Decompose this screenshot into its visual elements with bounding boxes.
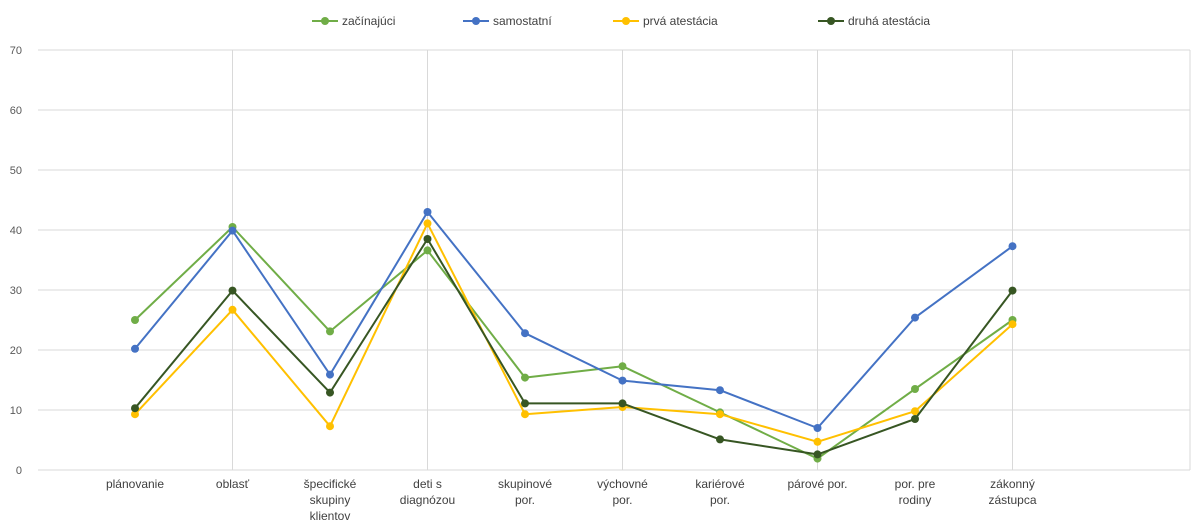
data-point [813, 437, 822, 446]
data-point [911, 385, 919, 393]
y-tick-label: 50 [10, 165, 22, 177]
data-point [228, 305, 237, 314]
data-point [618, 376, 627, 385]
data-point [1008, 242, 1017, 251]
data-point [326, 388, 334, 397]
data-point [716, 410, 724, 419]
data-point [131, 404, 139, 413]
legend-item: samostatní [463, 14, 552, 28]
data-point [813, 424, 822, 432]
data-point [326, 370, 334, 379]
data-point [326, 422, 334, 431]
y-tick-label: 70 [10, 45, 22, 57]
data-point [423, 219, 432, 228]
series-lines [131, 208, 1017, 463]
data-point [521, 329, 529, 338]
y-tick-label: 10 [10, 405, 22, 417]
legend: začínajúci samostatní prvá atestácia druhá … [312, 14, 930, 28]
series-line [134, 222, 1014, 443]
x-category-label: párové por. [787, 477, 847, 491]
x-category-label: por. pre rodiny [895, 477, 936, 507]
x-category-label: kariérové por. [695, 477, 745, 507]
series-4 [131, 235, 1017, 459]
y-tick-label: 60 [10, 105, 22, 117]
x-category-label: deti s diagnózou [400, 477, 455, 507]
data-point [131, 344, 139, 353]
legend-swatch-marker [622, 17, 630, 25]
series-line [134, 226, 1014, 460]
data-point [228, 286, 237, 295]
legend-swatch-marker [472, 17, 480, 25]
x-category-label: špecifické skupiny klientov [304, 477, 357, 523]
series-2 [131, 208, 1017, 432]
y-tick-label: 20 [10, 345, 22, 357]
legend-item: začínajúci [312, 14, 395, 28]
data-point [423, 208, 432, 216]
legend-label: druhá atestácia [848, 14, 930, 28]
legend-label: začínajúci [342, 14, 395, 28]
x-category-label: výchovné por. [597, 477, 648, 507]
data-point [131, 410, 139, 419]
data-point [423, 246, 432, 255]
data-point [618, 399, 627, 408]
data-point [911, 313, 919, 322]
y-tick-label: 0 [16, 465, 22, 477]
legend-item: druhá atestácia [818, 14, 930, 28]
legend-label: prvá atestácia [643, 14, 718, 28]
gridlines [38, 49, 1191, 471]
data-point [716, 435, 724, 444]
data-point [813, 450, 822, 459]
series-line [134, 238, 1014, 456]
data-point [326, 327, 334, 336]
data-point [716, 386, 724, 395]
data-point [521, 410, 529, 419]
legend-swatch-marker [827, 17, 835, 25]
data-point [423, 235, 432, 243]
data-point [521, 373, 529, 382]
data-point [911, 415, 919, 423]
legend-label: samostatní [493, 14, 552, 28]
x-axis-category-labels: plánovanie oblasť špecifické skupiny kliento… [106, 477, 1037, 523]
series-1 [131, 223, 1017, 463]
data-point [1008, 286, 1017, 295]
y-axis-tick-labels: 0 10 20 30 40 50 60 70 [10, 45, 22, 477]
legend-item: prvá atestácia [613, 14, 718, 28]
y-tick-label: 30 [10, 285, 22, 297]
legend-swatch-marker [321, 17, 329, 25]
data-point [911, 407, 919, 416]
data-point [1008, 320, 1017, 329]
y-tick-label: 40 [10, 225, 22, 237]
data-point [131, 316, 139, 324]
series-line [134, 211, 1014, 429]
data-point [521, 399, 529, 408]
x-category-label: oblasť [216, 477, 250, 491]
x-category-label: skupinové por. [498, 477, 552, 507]
x-category-label: zákonný zástupca [988, 477, 1036, 507]
data-point [228, 226, 237, 235]
x-category-label: plánovanie [106, 477, 164, 491]
data-point [618, 362, 627, 371]
